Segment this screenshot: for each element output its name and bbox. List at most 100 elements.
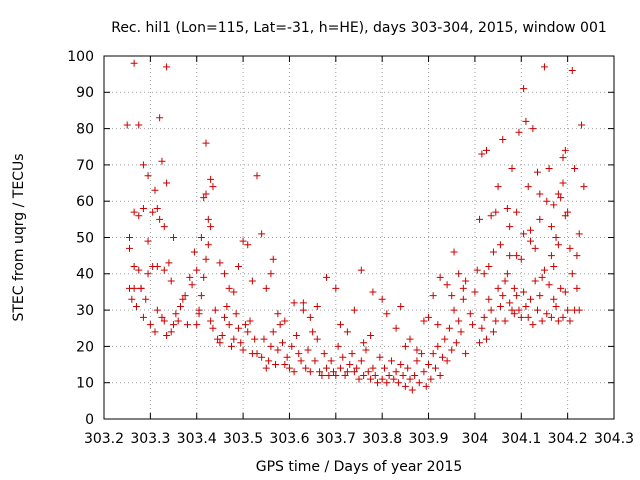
data-point bbox=[221, 270, 229, 278]
data-point bbox=[385, 371, 393, 379]
data-point bbox=[513, 252, 521, 260]
data-point bbox=[434, 342, 442, 350]
data-point bbox=[564, 208, 572, 216]
data-point bbox=[471, 288, 479, 296]
data-point bbox=[223, 302, 231, 310]
data-point bbox=[170, 234, 178, 241]
data-point bbox=[538, 273, 546, 281]
data-point bbox=[566, 317, 574, 325]
data-point bbox=[508, 306, 516, 314]
data-point bbox=[309, 328, 317, 336]
data-point bbox=[534, 306, 541, 314]
data-point bbox=[209, 183, 217, 191]
data-point bbox=[429, 292, 437, 300]
data-point bbox=[241, 321, 249, 329]
data-point bbox=[492, 317, 500, 325]
data-point bbox=[554, 190, 562, 198]
x-tick-label: 303.3 bbox=[130, 431, 170, 447]
x-tick-label: 304 bbox=[462, 431, 489, 447]
data-point bbox=[313, 335, 321, 343]
data-point bbox=[225, 321, 233, 329]
data-point bbox=[292, 332, 300, 340]
data-point bbox=[462, 277, 470, 285]
data-point bbox=[357, 266, 365, 274]
data-point bbox=[343, 328, 351, 336]
data-point bbox=[151, 186, 159, 194]
data-point bbox=[295, 350, 303, 358]
data-point bbox=[274, 346, 282, 354]
data-point bbox=[392, 324, 400, 332]
data-point bbox=[269, 255, 277, 263]
data-point bbox=[135, 266, 143, 274]
data-point bbox=[371, 371, 379, 379]
data-point bbox=[383, 379, 391, 387]
data-point bbox=[367, 375, 375, 383]
data-point bbox=[156, 114, 164, 122]
data-point bbox=[285, 364, 293, 372]
data-point bbox=[262, 364, 270, 372]
data-point bbox=[306, 368, 314, 376]
data-point bbox=[450, 248, 458, 256]
data-point bbox=[200, 194, 208, 202]
x-tick-label: 304.1 bbox=[501, 431, 541, 447]
data-point bbox=[425, 361, 433, 369]
y-tick-label: 10 bbox=[76, 376, 94, 392]
data-point bbox=[552, 234, 560, 241]
data-point bbox=[297, 357, 305, 365]
data-point bbox=[513, 292, 521, 300]
data-point bbox=[234, 263, 242, 271]
data-point bbox=[246, 317, 254, 325]
data-point bbox=[487, 306, 495, 314]
data-point bbox=[281, 317, 289, 325]
data-point bbox=[436, 371, 444, 379]
data-point bbox=[197, 234, 205, 241]
data-point bbox=[244, 241, 252, 249]
data-point bbox=[557, 284, 565, 292]
data-point bbox=[459, 284, 467, 292]
data-point bbox=[554, 317, 562, 325]
data-point bbox=[483, 146, 490, 154]
data-point bbox=[534, 168, 541, 176]
data-point bbox=[272, 361, 280, 369]
data-point bbox=[469, 321, 477, 329]
data-point bbox=[323, 364, 331, 372]
data-point bbox=[494, 183, 502, 191]
data-point bbox=[163, 332, 171, 340]
data-point bbox=[547, 313, 555, 321]
data-point bbox=[207, 175, 215, 183]
data-point bbox=[580, 183, 588, 191]
data-point bbox=[427, 375, 435, 383]
data-point bbox=[144, 270, 152, 278]
data-point bbox=[128, 295, 136, 303]
data-point bbox=[485, 263, 493, 271]
data-point bbox=[209, 324, 217, 332]
data-point bbox=[494, 284, 502, 292]
data-point bbox=[132, 302, 140, 310]
data-point bbox=[234, 324, 242, 332]
data-point bbox=[387, 357, 395, 365]
data-point bbox=[438, 353, 446, 361]
data-point bbox=[425, 313, 433, 321]
data-point bbox=[239, 237, 247, 245]
data-point bbox=[540, 63, 548, 71]
data-point bbox=[181, 292, 189, 300]
data-point bbox=[156, 215, 164, 223]
data-point bbox=[418, 350, 426, 358]
data-point bbox=[517, 255, 525, 263]
data-point bbox=[559, 313, 567, 321]
data-point bbox=[566, 244, 574, 252]
data-point bbox=[545, 165, 553, 173]
data-point bbox=[216, 259, 224, 267]
data-point bbox=[510, 310, 518, 318]
x-tick-label: 303.6 bbox=[269, 431, 309, 447]
data-point bbox=[378, 295, 386, 303]
data-point bbox=[499, 135, 507, 143]
data-point bbox=[476, 339, 484, 347]
data-point bbox=[167, 328, 175, 336]
data-point bbox=[547, 252, 555, 260]
data-point bbox=[455, 270, 463, 278]
data-point bbox=[455, 317, 463, 325]
data-point bbox=[517, 313, 525, 321]
data-point bbox=[230, 335, 238, 343]
x-tick-label: 303.8 bbox=[362, 431, 402, 447]
